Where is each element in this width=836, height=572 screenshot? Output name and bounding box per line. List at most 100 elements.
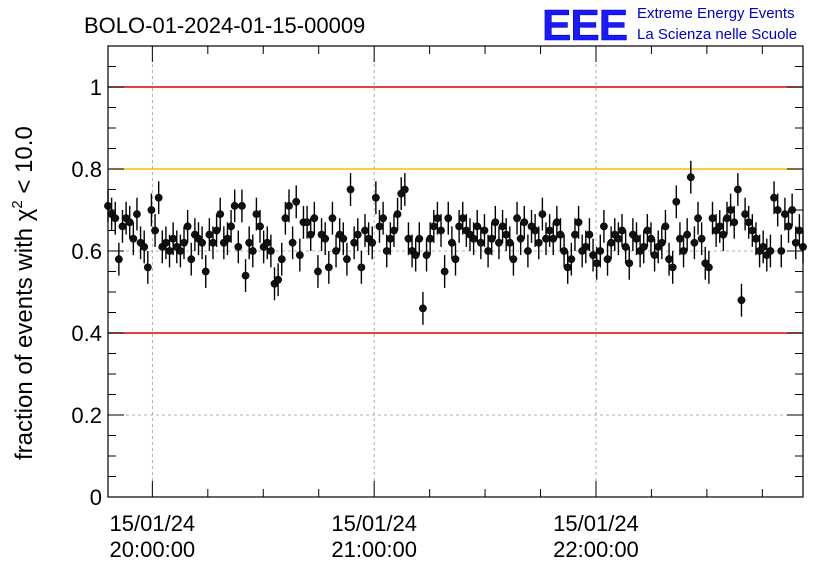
- eee-logo: EEE Extreme Energy Events La Scienza nel…: [542, 1, 797, 51]
- data-point: [625, 246, 634, 280]
- marker: [248, 247, 257, 255]
- marker: [614, 234, 623, 243]
- marker: [788, 206, 797, 214]
- marker: [288, 238, 297, 247]
- marker: [552, 218, 561, 227]
- marker: [350, 238, 359, 247]
- data-point: [733, 173, 742, 206]
- marker: [542, 234, 550, 243]
- marker: [549, 234, 558, 243]
- data-point: [466, 218, 474, 251]
- data-point: [180, 226, 188, 260]
- data-point: [748, 214, 757, 247]
- marker: [759, 242, 768, 251]
- marker: [581, 242, 590, 251]
- plot-frame: [107, 45, 804, 498]
- marker: [571, 230, 579, 239]
- y-tick-label: 1: [90, 75, 102, 100]
- data-point: [737, 283, 746, 317]
- y-tick-label: 0.6: [71, 239, 102, 264]
- data-point: [766, 234, 775, 268]
- marker: [292, 197, 301, 206]
- marker: [643, 226, 652, 235]
- marker: [433, 214, 442, 223]
- y-axis-label-symbol: χ: [11, 208, 38, 221]
- data-point: [353, 218, 362, 251]
- marker: [487, 234, 496, 243]
- data-point: [245, 226, 254, 260]
- marker: [697, 234, 706, 243]
- data-point: [190, 218, 199, 251]
- marker: [114, 255, 123, 264]
- marker: [187, 255, 196, 264]
- marker: [361, 226, 369, 235]
- marker: [726, 206, 735, 214]
- data-point: [169, 222, 178, 256]
- data-point: [422, 238, 431, 272]
- marker: [241, 271, 250, 280]
- marker: [129, 234, 138, 243]
- marker: [263, 238, 272, 247]
- marker: [773, 206, 782, 214]
- marker: [285, 201, 293, 210]
- data-point: [437, 214, 445, 247]
- data-point: [371, 181, 380, 215]
- data-point: [567, 242, 576, 276]
- data-point: [277, 242, 286, 276]
- marker: [657, 238, 666, 247]
- marker: [437, 226, 445, 235]
- marker: [795, 226, 804, 235]
- marker: [621, 242, 630, 251]
- data-point: [639, 230, 648, 264]
- marker: [371, 193, 380, 202]
- data-point: [238, 189, 246, 223]
- marker: [694, 214, 702, 223]
- marker: [324, 263, 333, 272]
- data-point: [788, 193, 797, 227]
- data-point: [447, 226, 456, 260]
- data-point: [143, 251, 152, 284]
- data-point: [781, 197, 789, 231]
- data-point: [549, 222, 558, 256]
- data-point: [502, 218, 511, 251]
- marker: [498, 222, 507, 231]
- data-point: [600, 210, 608, 243]
- data-point: [538, 197, 547, 231]
- data-point: [361, 214, 369, 247]
- marker: [411, 251, 420, 259]
- y-axis-label-prefix: fraction of events with: [11, 221, 38, 460]
- data-point: [773, 193, 782, 227]
- data-point: [657, 226, 666, 260]
- marker: [455, 222, 464, 231]
- marker: [180, 238, 188, 247]
- data-point: [495, 226, 503, 260]
- data-point: [201, 255, 210, 288]
- data-point: [339, 222, 348, 256]
- y-tick-label: 0.8: [71, 157, 102, 182]
- marker: [238, 201, 246, 210]
- marker: [266, 247, 275, 255]
- marker: [534, 238, 543, 247]
- marker: [766, 247, 775, 255]
- marker: [444, 214, 453, 223]
- data-point: [263, 226, 272, 260]
- marker: [733, 185, 742, 194]
- data-point: [129, 222, 138, 256]
- data-point: [719, 218, 728, 251]
- data-point: [563, 251, 572, 284]
- data-point: [440, 255, 449, 288]
- marker: [245, 238, 254, 247]
- marker: [386, 234, 395, 243]
- marker: [140, 242, 149, 251]
- marker: [744, 218, 753, 227]
- data-point: [259, 230, 268, 264]
- marker: [596, 247, 605, 255]
- reference-lines: [108, 86, 803, 334]
- data-point: [136, 226, 145, 260]
- data-point: [212, 214, 221, 247]
- data-point: [603, 242, 612, 276]
- data-point: [668, 251, 677, 284]
- x-tick-time-label: 20:00:00: [110, 537, 196, 562]
- data-point: [241, 259, 250, 292]
- marker: [520, 218, 529, 227]
